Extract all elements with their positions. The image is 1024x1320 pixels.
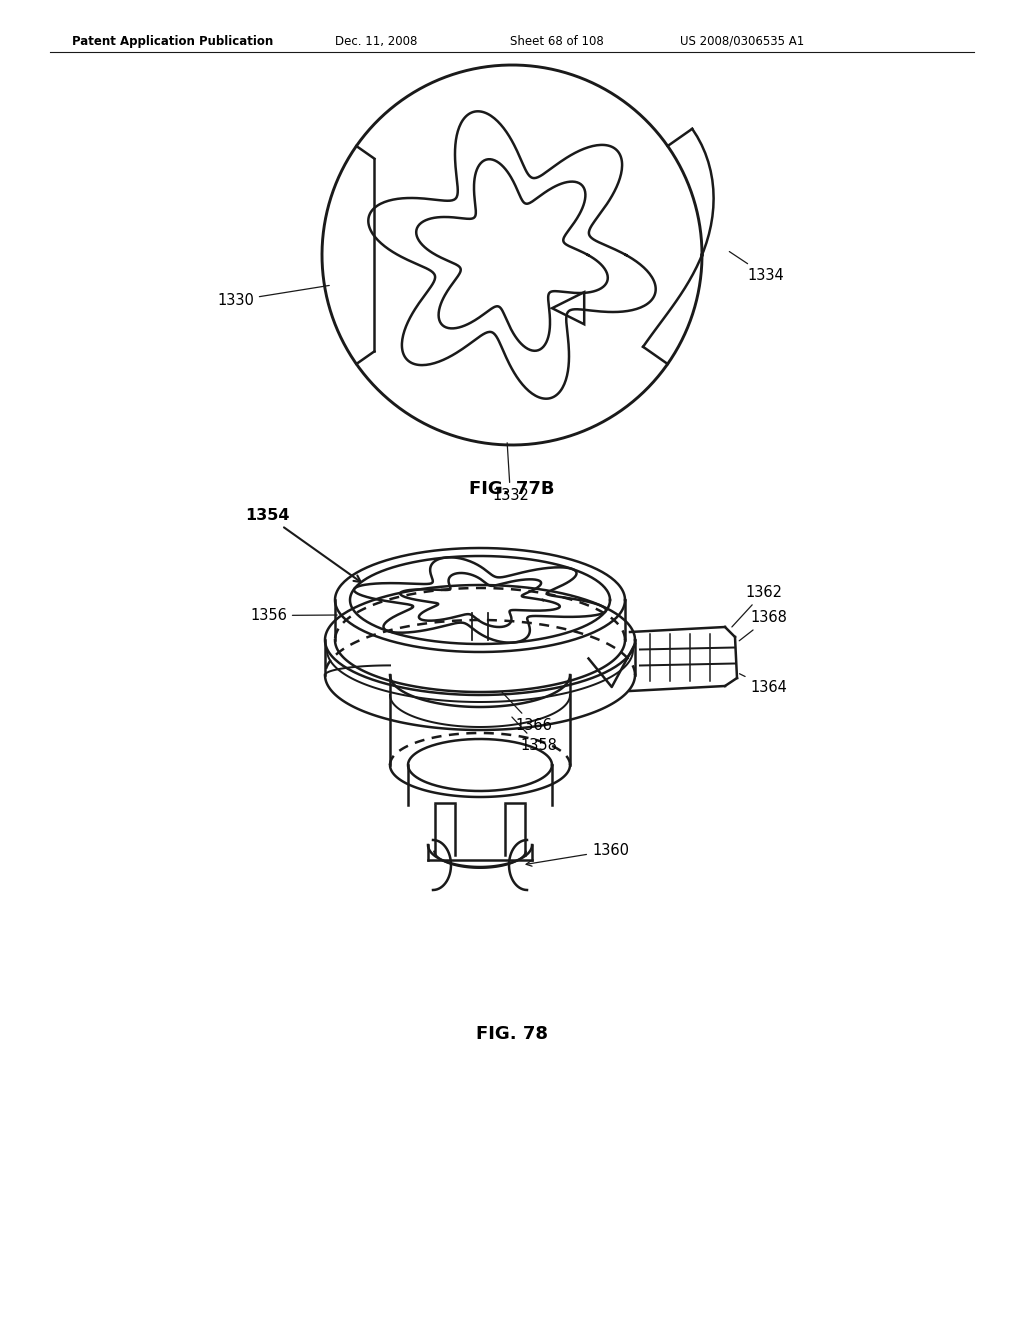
Text: 1354: 1354 bbox=[245, 508, 360, 582]
Text: 1356: 1356 bbox=[250, 609, 337, 623]
Text: FIG. 77B: FIG. 77B bbox=[469, 480, 555, 498]
Text: US 2008/0306535 A1: US 2008/0306535 A1 bbox=[680, 36, 804, 48]
Text: Patent Application Publication: Patent Application Publication bbox=[72, 36, 273, 48]
Text: 1366: 1366 bbox=[502, 692, 552, 733]
Text: Sheet 68 of 108: Sheet 68 of 108 bbox=[510, 36, 604, 48]
Text: FIG. 78: FIG. 78 bbox=[476, 1026, 548, 1043]
Text: 1358: 1358 bbox=[512, 717, 557, 752]
Text: Dec. 11, 2008: Dec. 11, 2008 bbox=[335, 36, 418, 48]
Text: 1330: 1330 bbox=[217, 285, 330, 308]
Text: 1368: 1368 bbox=[739, 610, 786, 640]
Text: 1360: 1360 bbox=[526, 843, 629, 866]
Text: 1362: 1362 bbox=[732, 585, 782, 627]
Text: 1334: 1334 bbox=[729, 252, 783, 282]
Text: 1332: 1332 bbox=[492, 442, 528, 503]
Text: 1364: 1364 bbox=[739, 673, 786, 696]
